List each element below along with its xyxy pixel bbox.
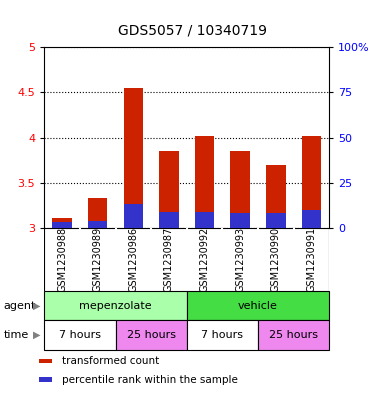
Bar [44,320,116,350]
Text: GSM1230988: GSM1230988 [57,227,67,292]
Text: time: time [4,330,29,340]
Bar [38,378,52,382]
Bar [159,212,179,228]
Text: vehicle: vehicle [238,301,278,310]
Bar [44,291,187,320]
Bar [88,198,107,228]
Text: agent: agent [4,301,36,310]
Text: mepenzolate: mepenzolate [79,301,152,310]
Bar [88,221,107,228]
Text: transformed count: transformed count [62,356,159,366]
Bar [195,136,214,228]
Bar [195,212,214,228]
Text: GSM1230986: GSM1230986 [128,227,138,292]
Bar [52,218,72,228]
Bar [187,291,329,320]
Bar [301,210,321,228]
Bar [116,320,187,350]
Text: ▶: ▶ [33,330,40,340]
Bar [266,213,286,228]
Text: GSM1230990: GSM1230990 [271,227,281,292]
Text: GSM1230991: GSM1230991 [306,227,316,292]
Bar [266,165,286,228]
Bar [230,213,250,228]
Text: GSM1230992: GSM1230992 [199,227,209,292]
Bar [124,88,143,228]
Text: 25 hours: 25 hours [127,330,176,340]
Text: percentile rank within the sample: percentile rank within the sample [62,375,238,385]
Bar [124,204,143,228]
Text: ▶: ▶ [33,301,40,310]
Bar [230,151,250,228]
Text: GSM1230993: GSM1230993 [235,227,245,292]
Text: GDS5057 / 10340719: GDS5057 / 10340719 [118,23,267,37]
Text: 25 hours: 25 hours [269,330,318,340]
Bar [159,151,179,228]
Text: GSM1230987: GSM1230987 [164,227,174,292]
Text: 7 hours: 7 hours [59,330,101,340]
Text: 7 hours: 7 hours [201,330,243,340]
Bar [301,136,321,228]
Bar [38,359,52,363]
Bar [187,320,258,350]
Bar [52,222,72,228]
Text: GSM1230989: GSM1230989 [93,227,103,292]
Bar [258,320,329,350]
